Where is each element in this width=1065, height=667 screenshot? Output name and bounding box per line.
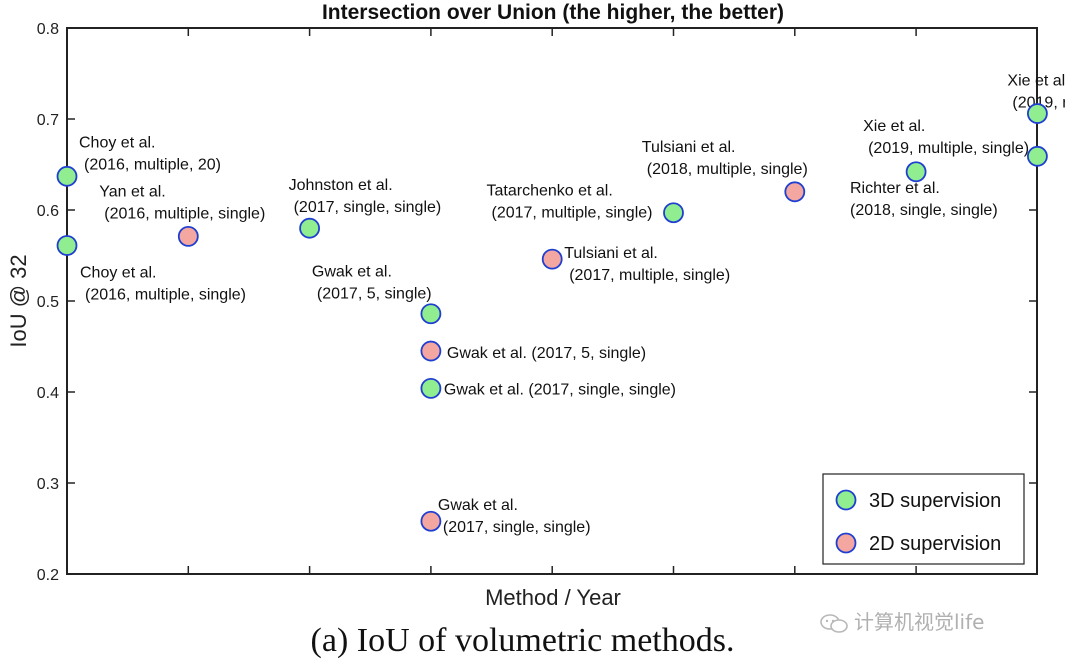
point-annotation: (2016, multiple, 20) (84, 156, 221, 173)
point-annotation: (2018, single, single) (850, 202, 998, 219)
y-tick-label: 0.8 (37, 21, 59, 38)
figure-caption: (a) IoU of volumetric methods. (310, 622, 735, 659)
plot-area-frame (66, 27, 1038, 575)
marker-3d-supervision (1027, 103, 1048, 124)
point-annotation: Tatarchenko et al. (487, 183, 613, 200)
point-annotation: Choy et al. (79, 134, 155, 151)
watermark-text: 计算机视觉life (854, 610, 985, 634)
point-annotation: Gwak et al. (2017, single, single) (444, 381, 676, 398)
point-annotation: (2017, single, single) (443, 519, 591, 536)
point-annotation: (2017, multiple, single) (492, 205, 653, 222)
marker-3d-supervision (56, 165, 78, 187)
legend-marker (835, 489, 857, 511)
legend-label: 3D supervision (869, 490, 1001, 512)
point-annotation: (2017, single, single) (294, 199, 442, 216)
point-annotation: (2018, multiple, single) (647, 161, 808, 178)
y-tick-label: 0.5 (37, 294, 59, 311)
marker-2d-supervision (784, 181, 806, 203)
point-annotation: (2016, multiple, single) (85, 286, 246, 303)
y-tick-label: 0.7 (37, 112, 59, 129)
marker-3d-supervision (56, 235, 78, 256)
legend-marker (835, 532, 857, 554)
marker-3d-supervision (905, 161, 927, 183)
point-annotation: Yan et al. (99, 183, 165, 200)
chat-bubbles-icon (820, 613, 848, 634)
marker-3d-supervision (1027, 145, 1048, 167)
marker-2d-supervision (541, 248, 563, 270)
point-annotation: Tulsiani et al. (642, 139, 736, 156)
y-axis-label: IoU @ 32 (6, 254, 31, 347)
watermark: 计算机视觉life (820, 606, 984, 635)
point-annotation: Gwak et al. (438, 497, 518, 514)
marker-3d-supervision (299, 217, 321, 239)
x-axis-label: Method / Year (485, 585, 621, 610)
legend: 3D supervision 2D supervision (822, 473, 1025, 565)
chart-title: Intersection over Union (the higher, the… (322, 1, 784, 24)
marker-2d-supervision (420, 510, 442, 532)
y-tick-label: 0.4 (37, 385, 59, 402)
legend-label: 2D supervision (869, 533, 1001, 555)
marker-3d-supervision (663, 202, 684, 224)
point-annotation: Gwak et al. (312, 264, 392, 281)
point-annotation: Tulsiani et al. (564, 245, 658, 262)
point-annotation: Gwak et al. (2017, 5, single) (447, 345, 646, 362)
marker-2d-supervision (177, 225, 199, 247)
point-annotation: Xie et al. (1007, 73, 1065, 90)
point-annotation: (2019, multiple, single) (868, 140, 1029, 157)
point-annotation: Choy et al. (80, 264, 156, 281)
y-tick-label: 0.6 (37, 203, 59, 220)
point-annotation: (2019, multiple, 20) (1012, 95, 1065, 112)
y-tick-label: 0.3 (37, 476, 59, 493)
iou-scatter-chart: Intersection over Union (the higher, the… (6, 1, 1065, 610)
point-annotation: (2017, multiple, single) (569, 267, 730, 284)
y-tick-label: 0.2 (37, 567, 59, 584)
marker-2d-supervision (420, 340, 442, 362)
marker-3d-supervision (420, 377, 442, 399)
point-annotation: Richter et al. (850, 180, 940, 197)
legend-box (822, 473, 1025, 565)
point-annotation: Xie et al. (863, 118, 925, 135)
point-annotation: Johnston et al. (289, 177, 393, 194)
marker-3d-supervision (420, 303, 442, 325)
point-annotation: (2016, multiple, single) (104, 205, 265, 222)
point-annotation: (2017, 5, single) (317, 286, 432, 303)
